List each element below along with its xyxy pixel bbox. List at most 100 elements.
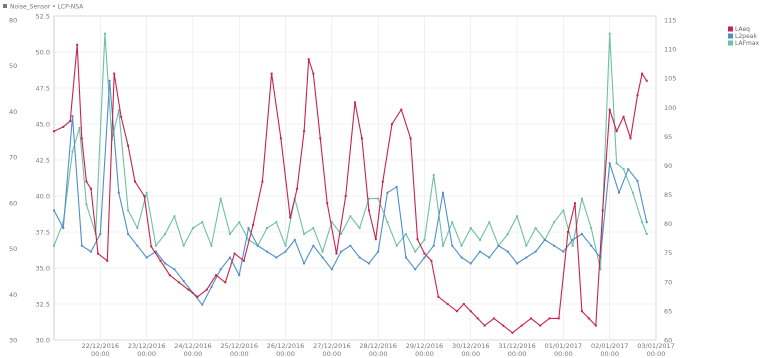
data-point-lafmax bbox=[395, 244, 398, 247]
y-right-tick-label: 100 bbox=[664, 104, 676, 112]
data-point-laeq bbox=[120, 115, 123, 118]
legend-label: LAeq bbox=[735, 26, 750, 33]
data-point-laeq bbox=[150, 245, 153, 248]
data-point-laeq bbox=[289, 216, 292, 219]
data-point-laeq bbox=[492, 317, 495, 320]
chart-header: Noise_Sensor • LCP-NSA bbox=[3, 4, 84, 11]
data-point-laeq bbox=[159, 259, 162, 262]
data-point-lafmax bbox=[432, 174, 435, 177]
x-tick-time-label: 00:00 bbox=[276, 350, 295, 358]
data-point-lafmax bbox=[562, 209, 565, 212]
x-tick-date-label: 26/12/2016 bbox=[267, 342, 304, 350]
data-point-laeq bbox=[196, 295, 199, 298]
y-right-tick-label: 65 bbox=[664, 307, 672, 315]
data-point-laeq bbox=[539, 324, 542, 327]
legend-swatch bbox=[728, 33, 733, 39]
data-point-lafmax bbox=[386, 221, 389, 224]
data-point-l2peak bbox=[497, 244, 500, 247]
data-point-l2peak bbox=[460, 256, 463, 259]
data-point-l2peak bbox=[312, 244, 315, 247]
data-point-l2peak bbox=[553, 244, 556, 247]
data-point-l2peak bbox=[617, 191, 620, 194]
data-point-laeq bbox=[446, 303, 449, 305]
data-point-laeq bbox=[335, 252, 338, 255]
data-point-laeq bbox=[168, 274, 171, 277]
data-point-laeq bbox=[233, 252, 236, 255]
data-point-lafmax bbox=[53, 244, 55, 247]
data-point-lafmax bbox=[553, 221, 556, 224]
data-point-laeq bbox=[374, 238, 377, 241]
data-point-lafmax bbox=[367, 197, 370, 200]
data-point-laeq bbox=[360, 137, 363, 140]
y-inner-tick-label: 50.0 bbox=[36, 49, 50, 57]
data-point-lafmax bbox=[312, 227, 315, 230]
data-point-laeq bbox=[261, 180, 264, 183]
y-outer-tick-label: 40 bbox=[9, 108, 17, 116]
data-point-laeq bbox=[476, 317, 479, 320]
data-point-l2peak bbox=[367, 262, 370, 265]
data-point-laeq bbox=[224, 281, 227, 284]
y-inner-tick-label: 45.0 bbox=[36, 121, 50, 129]
data-point-laeq bbox=[430, 259, 433, 262]
data-point-lafmax bbox=[219, 197, 222, 200]
data-point-l2peak bbox=[562, 250, 565, 253]
data-point-laeq bbox=[567, 231, 570, 233]
data-point-laeq bbox=[601, 209, 604, 212]
data-point-l2peak bbox=[90, 250, 93, 253]
x-tick-time-label: 00:00 bbox=[137, 350, 156, 358]
data-point-laeq bbox=[423, 252, 426, 255]
data-point-l2peak bbox=[469, 262, 472, 265]
data-point-lafmax bbox=[534, 227, 537, 230]
data-point-laeq bbox=[134, 180, 137, 183]
data-point-laeq bbox=[483, 324, 486, 327]
data-point-l2peak bbox=[62, 227, 65, 230]
data-point-laeq bbox=[622, 115, 625, 118]
data-point-l2peak bbox=[164, 262, 167, 265]
x-tick-time-label: 00:00 bbox=[184, 350, 203, 358]
y-inner-tick-label: 37.5 bbox=[36, 229, 50, 237]
data-point-l2peak bbox=[117, 191, 120, 194]
y-outer-tick-label: 80 bbox=[9, 17, 17, 25]
data-point-laeq bbox=[127, 144, 130, 147]
data-point-lafmax bbox=[488, 221, 491, 224]
data-point-laeq bbox=[252, 223, 255, 226]
data-point-laeq bbox=[367, 209, 370, 212]
data-point-l2peak bbox=[645, 221, 648, 224]
data-point-l2peak bbox=[173, 268, 176, 271]
data-point-lafmax bbox=[525, 244, 528, 247]
data-point-l2peak bbox=[506, 250, 509, 253]
data-point-lafmax bbox=[266, 227, 269, 230]
data-point-lafmax bbox=[631, 191, 634, 194]
data-point-lafmax bbox=[127, 209, 130, 212]
legend-swatch bbox=[728, 40, 733, 46]
x-tick-date-label: 31/12/2016 bbox=[498, 342, 535, 350]
data-point-l2peak bbox=[256, 244, 259, 247]
data-point-lafmax bbox=[349, 215, 352, 218]
data-point-l2peak bbox=[71, 115, 74, 118]
data-point-lafmax bbox=[516, 215, 519, 218]
data-point-lafmax bbox=[580, 197, 583, 200]
data-point-l2peak bbox=[441, 191, 444, 194]
data-point-laeq bbox=[416, 238, 419, 241]
data-point-laeq bbox=[53, 130, 55, 133]
data-point-lafmax bbox=[622, 168, 625, 171]
y-right-tick-label: 75 bbox=[664, 249, 672, 257]
x-tick-time-label: 00:00 bbox=[600, 350, 619, 358]
data-point-l2peak bbox=[534, 250, 537, 253]
y-outer-tick-label: 50 bbox=[9, 245, 17, 253]
x-tick-time-label: 00:00 bbox=[647, 350, 666, 358]
legend-label: LAFmax bbox=[735, 40, 760, 47]
data-point-lafmax bbox=[506, 232, 509, 235]
data-point-laeq bbox=[520, 324, 523, 327]
x-tick-date-label: 01/01/2017 bbox=[545, 342, 582, 350]
data-point-l2peak bbox=[210, 285, 213, 288]
data-point-laeq bbox=[462, 303, 465, 305]
data-point-laeq bbox=[344, 195, 347, 197]
data-point-lafmax bbox=[85, 203, 88, 206]
data-point-laeq bbox=[205, 288, 208, 291]
x-tick-time-label: 00:00 bbox=[461, 350, 480, 358]
axes: 52.5 50.0 47.5 45.0 42.5 40.0 37.5 35.0 32.5 30.0… bbox=[9, 13, 676, 358]
data-point-lafmax bbox=[164, 232, 167, 235]
data-point-l2peak bbox=[266, 250, 269, 253]
